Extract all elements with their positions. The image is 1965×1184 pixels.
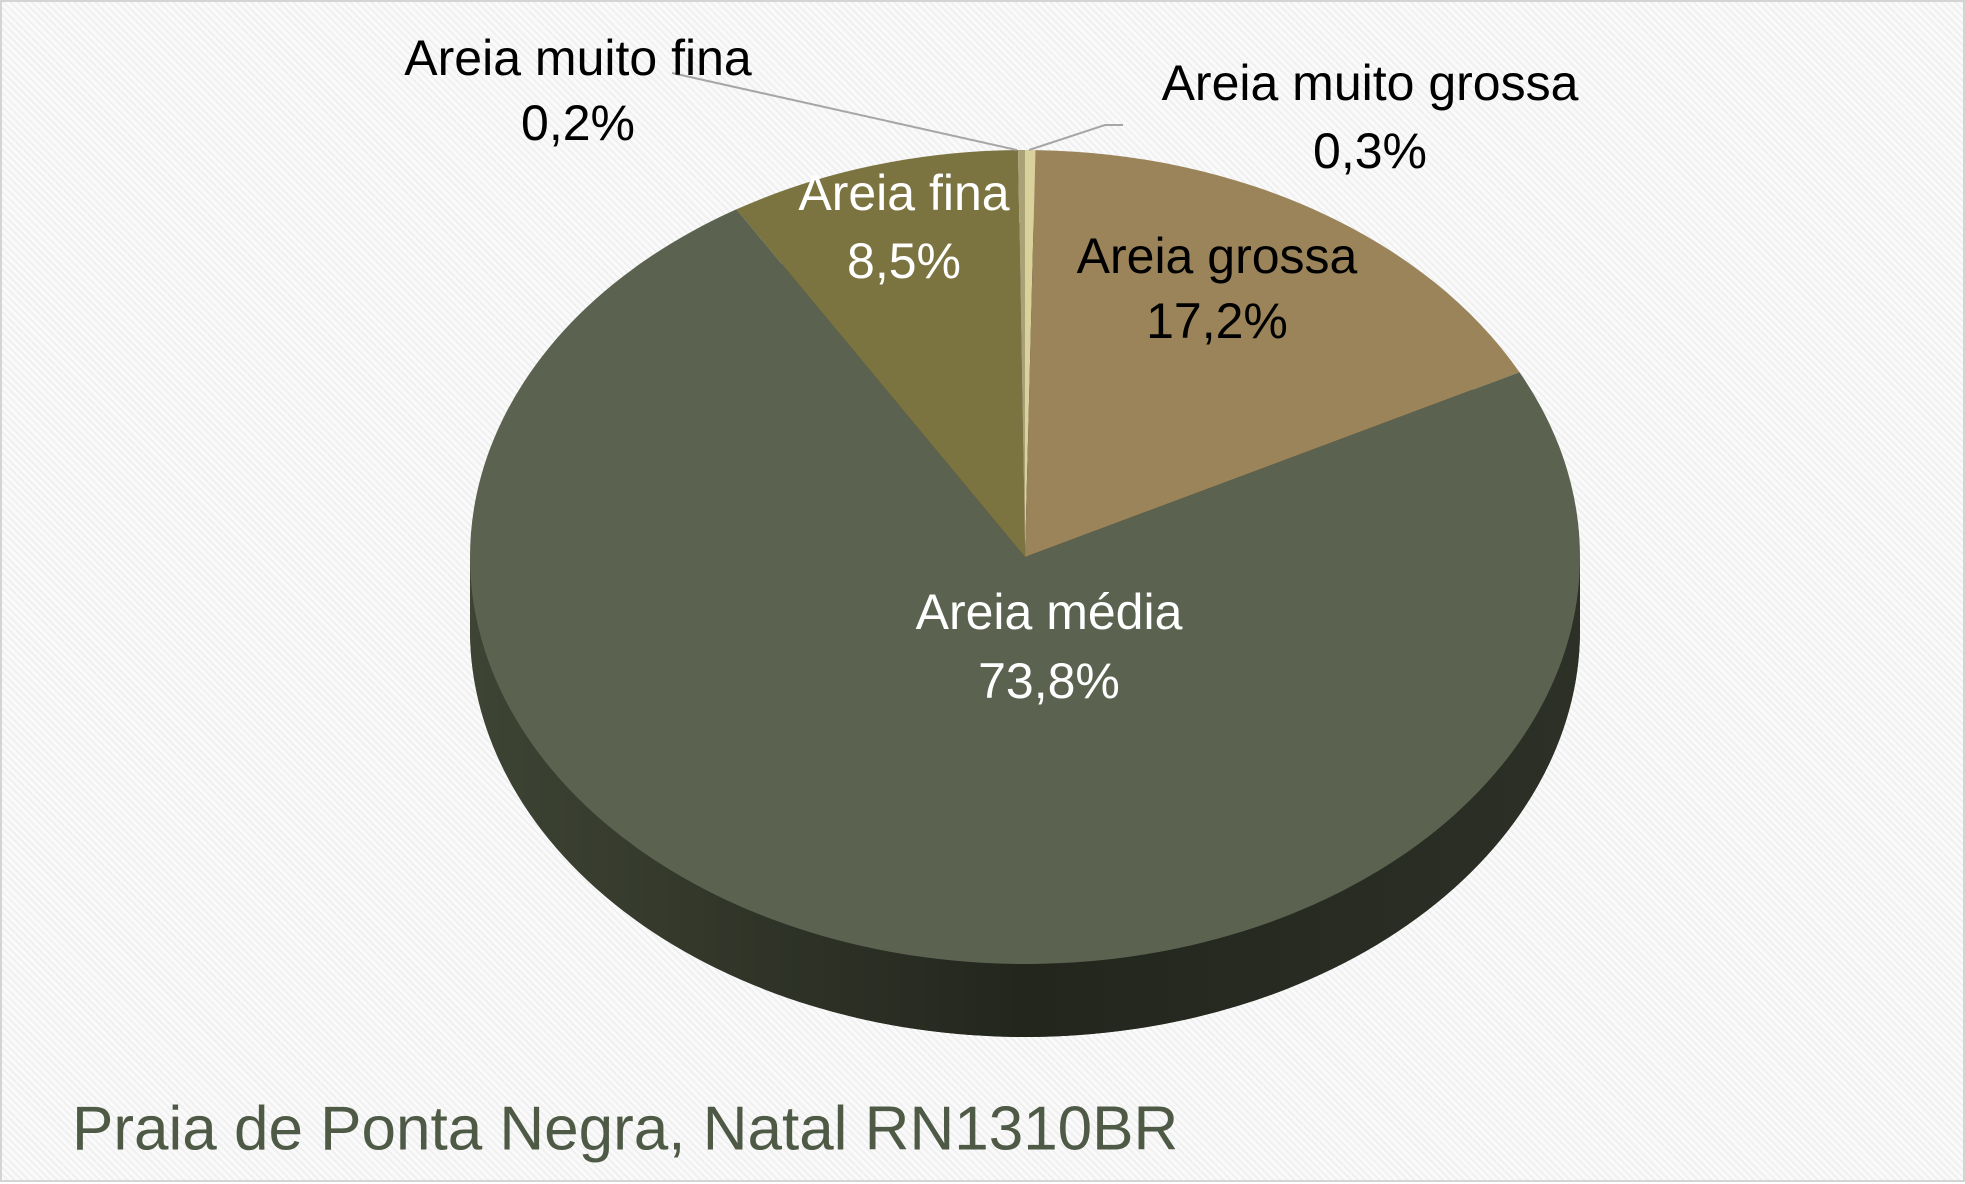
- value-label: 8,5%: [847, 233, 961, 289]
- slice-label: Areia grossa: [1077, 228, 1358, 284]
- value-label: 17,2%: [1146, 293, 1288, 349]
- pie-slice: [1025, 150, 1036, 557]
- pie-slice: [736, 150, 1025, 557]
- pie: [470, 150, 1581, 1037]
- leader-line: [1028, 124, 1123, 151]
- value-label: 0,2%: [521, 95, 635, 151]
- labels: Areia muito grossa 0,3% Areia grossa 17,2% A…: [404, 30, 1578, 709]
- slice-label: Areia muito grossa: [1162, 55, 1579, 111]
- slice-label: Areia média: [916, 584, 1183, 640]
- chart-title: Praia de Ponta Negra, Natal RN1310BR: [72, 1094, 1178, 1163]
- slice-label: Areia muito fina: [404, 30, 752, 86]
- slice-label: Areia fina: [798, 165, 1009, 221]
- leader-line: [671, 72, 1018, 151]
- pie-slice: [1025, 150, 1520, 557]
- pie-slice: [1018, 150, 1025, 557]
- value-label: 73,8%: [978, 653, 1120, 709]
- value-label: 0,3%: [1313, 123, 1427, 179]
- pie-slice: [470, 209, 1581, 964]
